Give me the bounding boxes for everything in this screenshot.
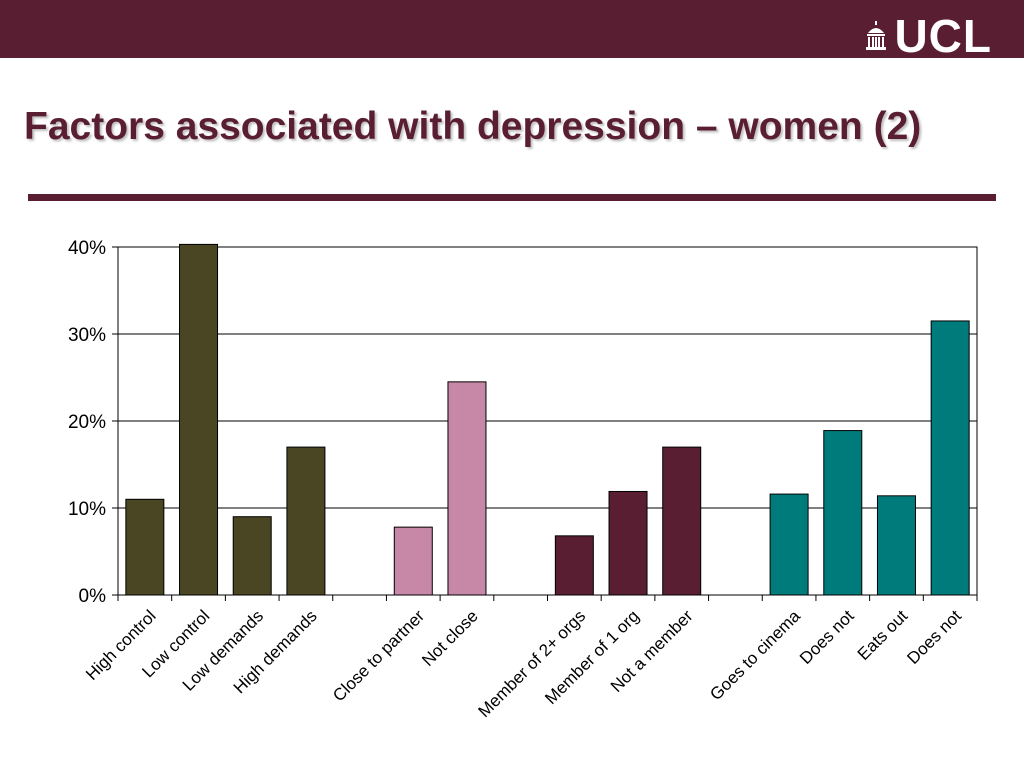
portico-dome-icon	[866, 21, 887, 50]
y-tick-label: 30%	[68, 325, 106, 346]
page-title: Factors associated with depression – wom…	[24, 105, 922, 148]
y-tick-label: 20%	[68, 412, 106, 433]
y-tick-label: 10%	[68, 499, 106, 520]
ucl-logo: UCL	[864, 10, 992, 62]
bar	[930, 320, 970, 596]
x-tick-label: Member of 1 org	[541, 606, 643, 708]
bar	[125, 498, 165, 596]
bar	[662, 446, 702, 596]
title-divider	[28, 194, 996, 201]
bar	[179, 243, 219, 596]
x-tick-label: Goes to cinema	[706, 606, 804, 704]
bar	[769, 493, 809, 596]
x-tick-label: Close to partner	[329, 606, 428, 705]
y-tick-label: 40%	[68, 238, 106, 259]
bar	[447, 381, 487, 596]
bar	[823, 430, 863, 596]
y-tick-label: 0%	[79, 586, 107, 607]
x-tick-label: Not close	[418, 606, 482, 670]
bar	[554, 535, 594, 596]
header-band	[0, 0, 1024, 58]
x-tick-label: Does not	[796, 606, 858, 668]
bar	[286, 446, 326, 596]
bar	[876, 495, 916, 596]
bar	[608, 490, 648, 596]
bar	[393, 526, 433, 596]
bar	[232, 516, 272, 596]
logo-text: UCL	[894, 10, 992, 62]
x-tick-label: Does not	[903, 606, 965, 668]
